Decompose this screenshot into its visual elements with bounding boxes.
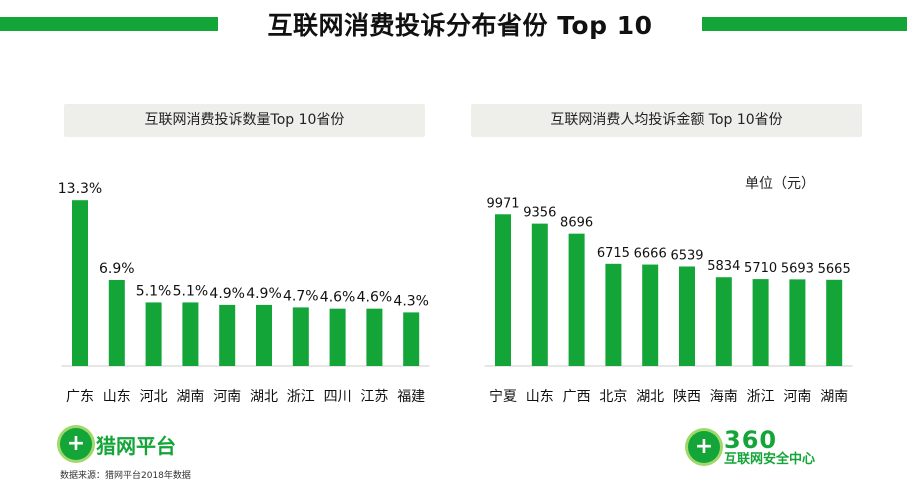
bar-count-0 <box>72 200 88 366</box>
bar-count-1 <box>108 279 125 366</box>
bar-amount-3 <box>605 263 622 366</box>
category-label-amount-1: 山东 <box>526 389 554 405</box>
value-label-amount-1: 9356 <box>523 206 556 221</box>
category-label-count-2: 河北 <box>140 389 168 405</box>
category-label-amount-2: 广西 <box>563 389 591 405</box>
category-label-count-5: 湖北 <box>250 389 278 405</box>
value-label-count-7: 4.6% <box>320 290 356 306</box>
bar-amount-7 <box>752 279 769 366</box>
value-label-count-0: 13.3% <box>58 181 102 197</box>
bar-count-5 <box>256 304 272 366</box>
category-label-amount-4: 湖北 <box>636 389 664 405</box>
bar-amount-8 <box>789 279 806 366</box>
shield-plus-icon: + <box>60 428 92 460</box>
category-label-count-6: 浙江 <box>287 389 315 405</box>
security-center-logo: + 360 互联网安全中心 <box>688 427 815 467</box>
shield-plus-icon: + <box>688 431 720 463</box>
value-label-amount-9: 5665 <box>818 262 851 277</box>
bar-amount-6 <box>715 277 732 366</box>
category-label-amount-6: 海南 <box>710 389 738 405</box>
bar-count-4 <box>219 304 236 366</box>
unit-label: 单位（元） <box>745 176 815 192</box>
value-label-count-3: 5.1% <box>173 283 209 299</box>
bar-amount-5 <box>679 266 695 366</box>
chart-title-complaint-amount: 互联网消费人均投诉金额 Top 10省份 <box>471 104 862 137</box>
value-label-amount-2: 8696 <box>560 216 593 231</box>
bar-count-8 <box>366 308 383 366</box>
value-label-count-6: 4.7% <box>283 288 319 304</box>
value-label-count-5: 4.9% <box>246 286 282 302</box>
category-label-count-0: 广东 <box>66 389 94 405</box>
lie-wang-logo: + 猎网平台 <box>60 427 176 461</box>
chart-title-complaint-count: 互联网消费投诉数量Top 10省份 <box>64 104 425 137</box>
title-decor-bar-right <box>702 17 907 31</box>
category-label-amount-3: 北京 <box>599 389 627 405</box>
bar-count-2 <box>145 302 162 366</box>
title-decor-bar-left <box>0 17 218 31</box>
value-label-count-4: 4.9% <box>209 286 245 302</box>
brand-360-text: 360 <box>724 425 778 454</box>
value-label-amount-6: 5834 <box>707 259 740 274</box>
category-label-count-1: 山东 <box>103 389 131 405</box>
category-label-amount-9: 湖南 <box>820 389 848 405</box>
category-label-amount-8: 河南 <box>783 389 811 405</box>
bar-count-6 <box>292 307 309 366</box>
value-label-amount-0: 9971 <box>486 196 519 211</box>
category-label-amount-7: 浙江 <box>747 389 775 405</box>
value-label-count-1: 6.9% <box>99 261 135 277</box>
bar-amount-0 <box>495 214 511 366</box>
bar-amount-9 <box>826 279 843 366</box>
value-label-amount-8: 5693 <box>781 261 814 276</box>
value-label-amount-3: 6715 <box>597 246 630 261</box>
bar-count-3 <box>182 302 199 366</box>
category-label-count-8: 江苏 <box>360 389 388 405</box>
data-source-note: 数据来源：猎网平台2018年数据 <box>60 471 191 481</box>
category-label-count-4: 河南 <box>213 389 241 405</box>
category-label-count-9: 福建 <box>397 389 425 405</box>
security-center-text: 互联网安全中心 <box>724 451 816 467</box>
category-label-count-7: 四川 <box>324 389 352 405</box>
category-label-count-3: 湖南 <box>176 389 204 405</box>
category-label-amount-0: 宁夏 <box>489 388 517 405</box>
value-label-count-9: 4.3% <box>393 293 429 309</box>
bar-amount-4 <box>642 264 659 366</box>
bar-count-9 <box>403 312 420 366</box>
bar-amount-1 <box>531 223 548 366</box>
bar-amount-2 <box>568 233 585 366</box>
page-title: 互联网消费投诉分布省份 Top 10 <box>267 11 653 40</box>
value-label-count-2: 5.1% <box>136 283 172 299</box>
value-label-amount-7: 5710 <box>744 261 777 276</box>
category-label-amount-5: 陕西 <box>673 389 701 405</box>
value-label-amount-4: 6666 <box>634 247 667 262</box>
value-label-amount-5: 6539 <box>670 248 703 263</box>
value-label-count-8: 4.6% <box>357 290 393 306</box>
bar-count-7 <box>329 308 346 366</box>
lie-wang-logo-text: 猎网平台 <box>96 433 176 458</box>
